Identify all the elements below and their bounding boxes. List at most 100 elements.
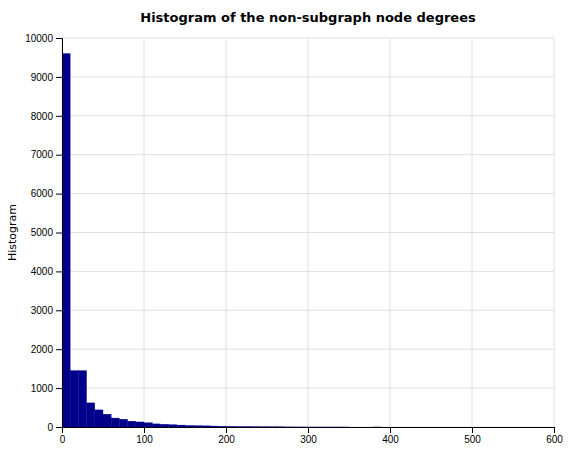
tick: 9000 [31,72,62,83]
bar [538,427,546,428]
bar [62,54,70,427]
bar [546,427,554,428]
tick-label: 400 [382,434,399,445]
tick: 600 [546,427,563,445]
tick-mark [56,349,62,350]
tick: 400 [382,427,399,445]
tick-label: 6000 [31,188,54,199]
bar [292,426,300,427]
grid-line [472,38,473,427]
tick-label: 4000 [31,266,54,277]
tick-label: 300 [300,434,317,445]
bar [275,426,283,427]
bar [521,427,529,428]
tick: 2000 [31,344,62,355]
bar [357,427,365,428]
tick-mark [390,427,391,433]
tick-mark [308,427,309,433]
chart: 0100200300400500600010002000300040005000… [0,0,576,459]
y-axis-title: Histogram [6,204,19,261]
bar [480,427,488,428]
bar [267,426,275,427]
tick: 100 [136,427,153,445]
bar [283,426,291,427]
tick-label: 200 [218,434,235,445]
title: Histogram of the non-subgraph node degre… [140,10,476,25]
bar [78,371,86,427]
tick-label: 0 [47,422,53,433]
tick-mark [554,427,555,433]
bar [111,418,119,427]
tick: 4000 [31,266,62,277]
bar [308,426,316,427]
bar [103,414,111,427]
bar [341,426,349,427]
tick: 0 [60,427,66,445]
axis-line [63,428,555,434]
tick-label: 100 [136,434,153,445]
bar [144,423,152,427]
tick-label: 600 [546,434,563,445]
bar [193,426,201,427]
tick-mark [56,233,62,234]
bar [177,425,185,427]
tick: 500 [464,427,481,445]
tick: 6000 [31,188,62,199]
grid [62,38,554,427]
bar [447,427,455,428]
bar [259,426,267,427]
axis-line [56,39,63,428]
tick-mark [226,427,227,433]
tick: 300 [300,427,317,445]
tick-mark [144,427,145,433]
tick-mark [56,116,62,117]
bar [160,424,168,427]
bar [119,419,127,427]
grid-line [144,38,145,427]
tick-label: 9000 [31,72,54,83]
grid-line [554,38,555,427]
bar [226,426,234,427]
bar [251,426,259,427]
tick-mark [56,427,62,428]
bar [169,425,177,427]
tick-label: 8000 [31,111,54,122]
bar [415,427,423,428]
tick-mark [56,271,62,272]
tick-label: 0 [60,434,66,445]
bar [234,426,242,427]
tick-mark [56,194,62,195]
tick: 5000 [31,227,62,238]
tick: 8000 [31,111,62,122]
x-axis: 0 100 200 300 400 500 600 [60,427,564,445]
bar [218,426,226,427]
bar [406,427,414,428]
bar [488,427,496,428]
bar [456,427,464,428]
bar [365,427,373,428]
y-axis: 0100020003000400050006000700080009000100… [25,33,62,433]
bar [70,371,78,427]
bar [185,425,193,427]
bar [95,410,103,427]
bar [431,427,439,428]
bar [390,427,398,428]
grid-line [308,38,309,427]
bar [464,427,472,428]
bar [349,427,357,428]
bar [472,427,480,428]
bar [423,427,431,428]
tick-label: 3000 [31,305,54,316]
tick-mark [472,427,473,433]
tick: 3000 [31,305,62,316]
bar [210,426,218,427]
bar [242,426,250,427]
bar [152,424,160,427]
bar [505,427,513,428]
bar [497,427,505,428]
bar [374,426,382,427]
tick-label: 2000 [31,344,54,355]
grid-line [226,38,227,427]
bar [398,427,406,428]
bar [300,426,308,427]
